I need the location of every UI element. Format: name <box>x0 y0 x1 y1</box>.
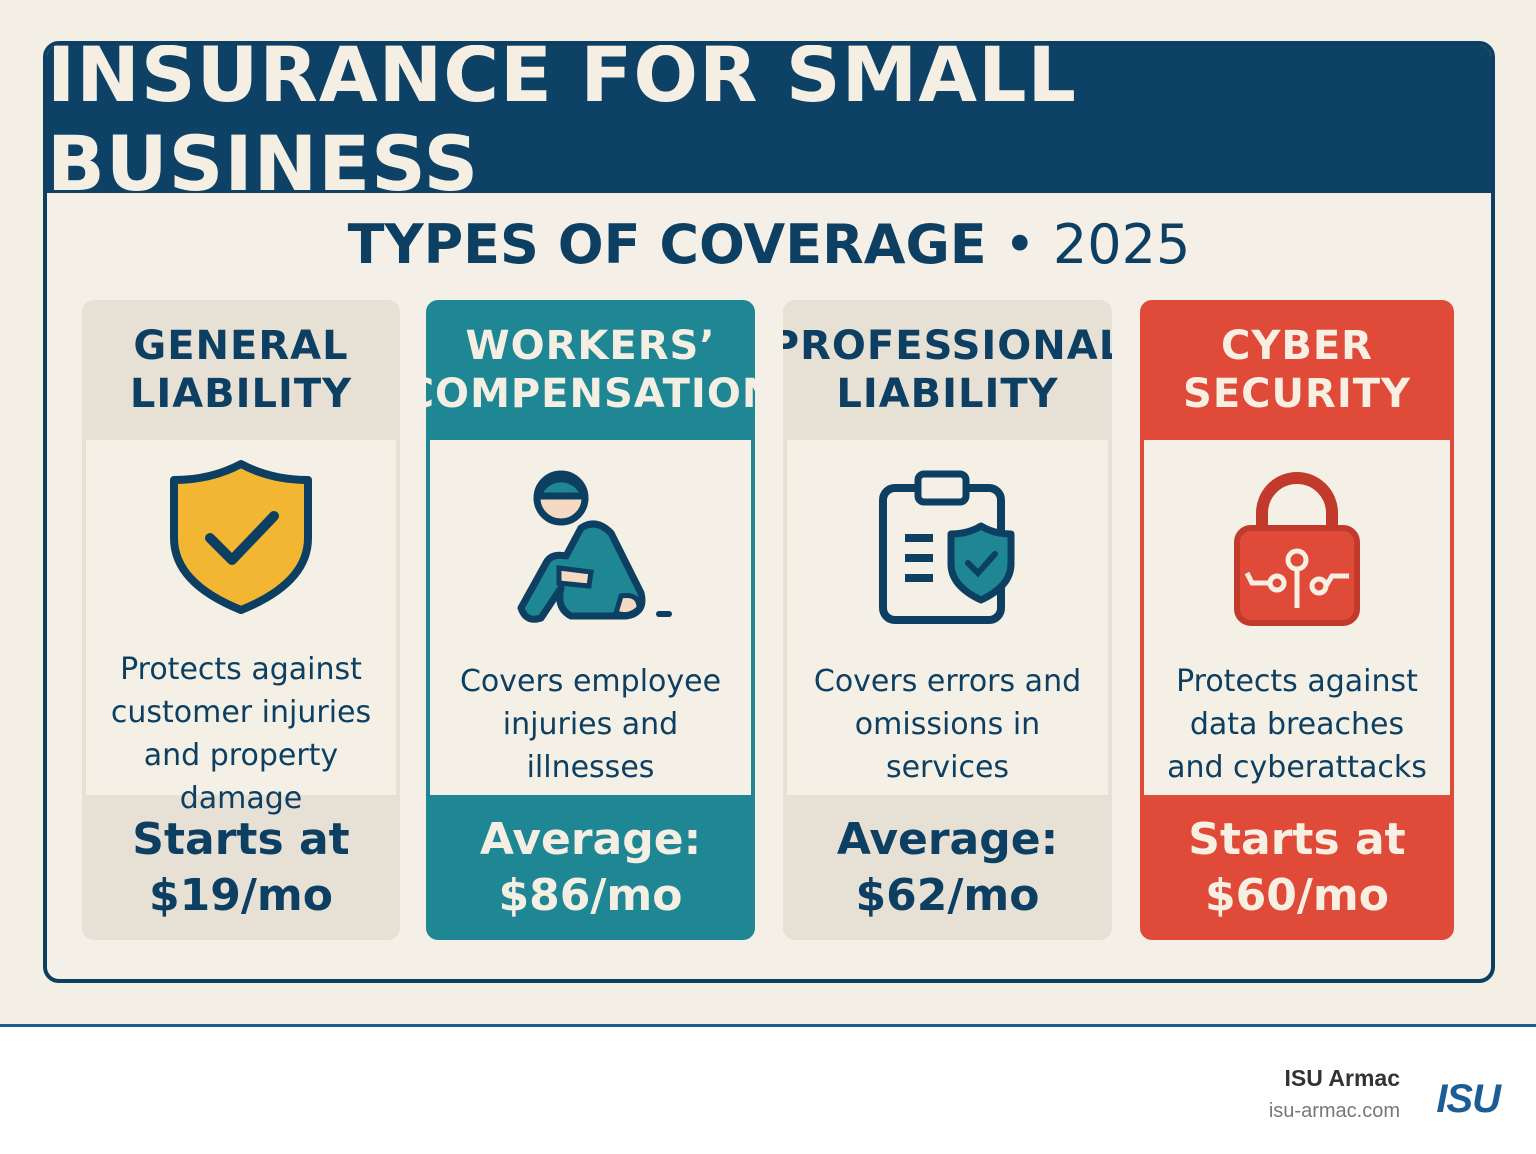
card-price: Starts at $19/mo <box>82 795 400 940</box>
footer: ISU Armac isu-armac.com ISU <box>0 1024 1536 1154</box>
card-general-liability: GENERAL LIABILITY Protects against custom… <box>82 300 400 940</box>
card-title: WORKERS’COMPENSATION <box>426 300 755 440</box>
title-banner: INSURANCE FOR SMALL BUSINESS <box>47 45 1491 208</box>
desc-line: Covers employee <box>459 664 722 699</box>
desc-line: Protects against <box>1176 664 1418 699</box>
desc-line: and property <box>143 738 339 773</box>
card-body: Covers errors and omissions in services <box>787 440 1108 795</box>
title-line: CYBER <box>1221 323 1373 369</box>
desc-line: customer injuries <box>110 695 372 730</box>
card-price: Average: $62/mo <box>783 795 1112 940</box>
price-label: Average: <box>479 813 702 865</box>
desc-line: omissions in <box>854 707 1041 742</box>
title-line: COMPENSATION <box>426 371 755 417</box>
card-description: Covers employee injuries and illnesses <box>452 660 729 789</box>
title-line: SECURITY <box>1183 371 1411 417</box>
card-body: Protects against data breaches and cyber… <box>1144 440 1450 795</box>
card-description: Covers errors and omissions in services <box>806 660 1089 789</box>
title-line: LIABILITY <box>129 371 353 417</box>
title-line: PROFESSIONAL <box>783 323 1112 369</box>
desc-line: Covers errors and <box>813 664 1082 699</box>
main-title: INSURANCE FOR SMALL BUSINESS <box>47 41 1077 208</box>
shield-check-icon <box>166 458 316 618</box>
brand-block: ISU Armac isu-armac.com <box>1269 1065 1400 1123</box>
desc-line: services <box>885 750 1010 785</box>
price-label: Starts at <box>1188 813 1406 865</box>
card-body: Protects against customer injuries and p… <box>86 440 396 816</box>
desc-line: Protects against <box>120 652 362 687</box>
price-label: Average: <box>836 813 1059 865</box>
price-value: $19/mo <box>149 869 333 921</box>
price-value: $60/mo <box>1205 869 1389 921</box>
card-price: Starts at $60/mo <box>1140 795 1454 940</box>
subtitle-separator: • <box>1003 213 1036 276</box>
company-url[interactable]: isu-armac.com <box>1268 1100 1400 1122</box>
injured-worker-icon <box>501 458 681 638</box>
card-workers-compensation: WORKERS’COMPENSATION Covers employee inj… <box>426 300 755 940</box>
price-value: $86/mo <box>498 869 683 921</box>
desc-line: illnesses <box>526 750 655 785</box>
company-name: ISU Armac <box>1284 1065 1400 1091</box>
card-professional-liability: PROFESSIONAL LIABILITY Covers errors and … <box>783 300 1112 940</box>
card-title: PROFESSIONAL LIABILITY <box>783 300 1112 440</box>
card-cyber-security: CYBER SECURITY Protects against data brea… <box>1140 300 1454 940</box>
desc-line: data breaches <box>1189 707 1405 742</box>
subtitle: TYPES OF COVERAGE • 2025 <box>47 213 1491 276</box>
card-price: Average: $86/mo <box>426 795 755 940</box>
card-description: Protects against data breaches and cyber… <box>1159 660 1435 789</box>
desc-line: damage <box>179 781 303 816</box>
title-line: WORKERS’ <box>465 323 716 369</box>
title-line: GENERAL <box>133 323 349 369</box>
card-body: Covers employee injuries and illnesses <box>430 440 751 795</box>
subtitle-year: 2025 <box>1052 213 1191 276</box>
clipboard-shield-icon <box>873 458 1023 638</box>
title-line: LIABILITY <box>836 371 1059 417</box>
card-title: CYBER SECURITY <box>1140 300 1454 440</box>
desc-line: and cyberattacks <box>1167 750 1427 785</box>
isu-logo: ISU <box>1436 1077 1501 1121</box>
price-label: Starts at <box>132 813 350 865</box>
subtitle-main: TYPES OF COVERAGE <box>347 213 987 276</box>
card-description: Protects against customer injuries and p… <box>103 648 379 820</box>
circuit-lock-icon <box>1227 458 1367 638</box>
card-title: GENERAL LIABILITY <box>82 300 400 440</box>
desc-line: injuries and <box>502 707 679 742</box>
price-value: $62/mo <box>855 869 1040 921</box>
